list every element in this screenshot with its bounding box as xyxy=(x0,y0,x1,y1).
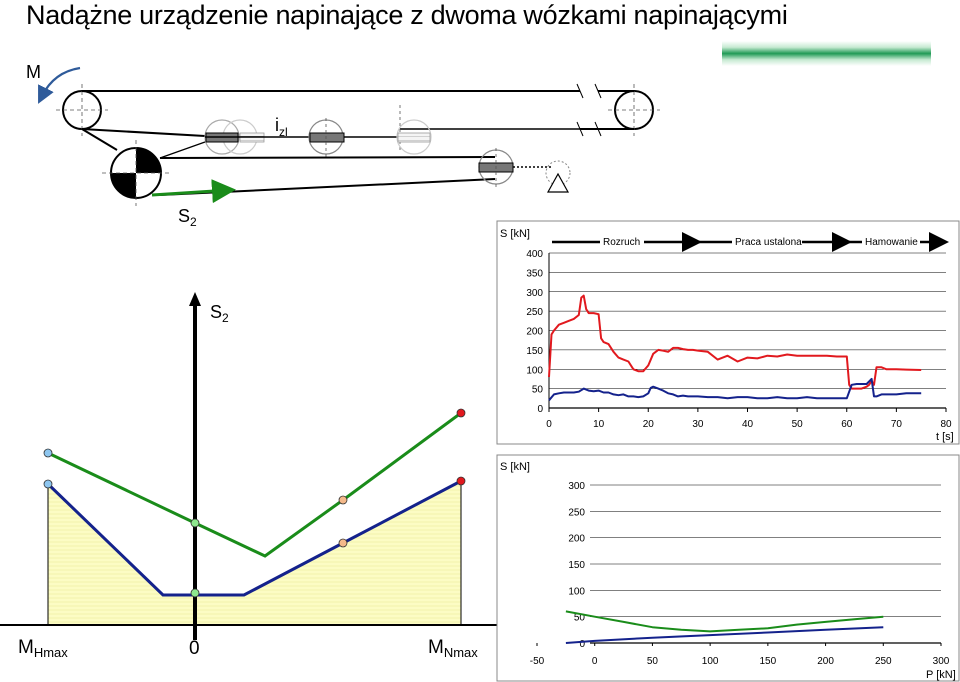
x-tick-label: -50 xyxy=(530,656,545,667)
x-tick-label: 40 xyxy=(742,419,754,430)
x-tick-label: 200 xyxy=(817,656,834,667)
y-tick-label: 100 xyxy=(526,365,543,376)
y-tick-label: 300 xyxy=(526,288,543,299)
chart-bottom-frame xyxy=(496,454,960,682)
lower-belt xyxy=(81,128,206,137)
carriage-2-icon xyxy=(309,132,345,143)
series-line-blue xyxy=(548,377,922,401)
green-tension-line xyxy=(47,411,462,558)
y-tick-label: 200 xyxy=(568,534,585,545)
x-tick-label: 50 xyxy=(792,419,804,430)
series-line-blue xyxy=(565,626,884,644)
s2-scheme-label: S2 xyxy=(178,206,197,229)
phase-label-start: Rozruch xyxy=(603,237,640,248)
moment-label: M xyxy=(26,62,41,82)
s2-axis-label: S2 xyxy=(210,302,229,325)
marker-point xyxy=(190,518,200,528)
y-tick-label: 50 xyxy=(532,385,544,396)
y-tick-label: 150 xyxy=(568,560,585,571)
head-pulley-icon xyxy=(62,90,102,130)
marker-point xyxy=(456,408,466,418)
marker-point xyxy=(338,538,348,548)
marker-point xyxy=(456,476,466,486)
marker-point xyxy=(43,448,53,458)
y-tick-label: 350 xyxy=(526,268,543,279)
y-tick-label: 250 xyxy=(526,307,543,318)
x-tick-label: 300 xyxy=(933,656,950,667)
phase-label-steady: Praca ustalona xyxy=(735,237,802,248)
page-title: Nadążne urządzenie napinające z dwoma wó… xyxy=(26,0,788,30)
x-tick-label: 10 xyxy=(593,419,605,430)
izl-label: izl xyxy=(275,115,288,139)
tail-pulley-icon xyxy=(614,90,654,130)
y-tick-label: 150 xyxy=(526,346,543,357)
y-tick-label: 300 xyxy=(568,481,585,492)
m-hmax-label: MHmax xyxy=(18,637,68,660)
s2-arrow xyxy=(151,179,236,204)
tension-moment-diagram: S2 0 MHmax MNmax xyxy=(0,292,510,660)
chart-bottom-xlabel: P [kN] xyxy=(926,669,956,681)
decorative-bar xyxy=(722,41,931,66)
moment-arrow-icon xyxy=(38,66,81,104)
y-tick-label: 400 xyxy=(526,249,543,260)
x-tick-label: 100 xyxy=(702,656,719,667)
marker-point xyxy=(338,495,348,505)
x-tick-label: 70 xyxy=(891,419,903,430)
y-tick-label: 250 xyxy=(568,507,585,518)
blue-tension-line xyxy=(46,479,462,597)
marker-point xyxy=(43,479,53,489)
y-tick-label: 100 xyxy=(568,586,585,597)
y-tick-label: 0 xyxy=(579,639,585,650)
y-tick-label: 50 xyxy=(574,613,586,624)
x-tick-label: 20 xyxy=(643,419,655,430)
chart-top-xlabel: t [s] xyxy=(936,431,954,443)
x-tick-label: 250 xyxy=(875,656,892,667)
x-tick-label: 150 xyxy=(760,656,777,667)
moment-area xyxy=(48,481,461,625)
x-tick-label: 80 xyxy=(940,419,952,430)
tension-weight-icon xyxy=(546,172,570,193)
x-tick-label: 30 xyxy=(692,419,704,430)
y-tick-label: 0 xyxy=(537,404,543,415)
series-line-green xyxy=(565,610,884,633)
x-tick-label: 60 xyxy=(841,419,853,430)
chart-top-frame xyxy=(496,220,960,445)
chart-top-ylabel: S [kN] xyxy=(500,228,530,240)
phase-label-brake: Hamowanie xyxy=(865,237,918,248)
m-nmax-label: MNmax xyxy=(428,637,478,660)
chart-bottom-ylabel: S [kN] xyxy=(500,461,530,473)
origin-label: 0 xyxy=(189,638,200,659)
chart-tension-vs-force: S [kN] P [kN] 300 250 200 150 100 50 0 -50 0 50 1… xyxy=(496,454,960,682)
conveyor-scheme: M izl xyxy=(26,62,660,229)
y-tick-label: 200 xyxy=(526,327,543,338)
x-tick-label: 0 xyxy=(546,419,552,430)
x-tick-label: 50 xyxy=(647,656,659,667)
series-line-red xyxy=(548,294,922,390)
chart-tension-vs-time: S [kN] t [s] 400 350 300 250 200 150 100 50 0 0 1… xyxy=(496,220,960,445)
x-tick-label: 0 xyxy=(592,656,598,667)
marker-point xyxy=(190,588,200,598)
